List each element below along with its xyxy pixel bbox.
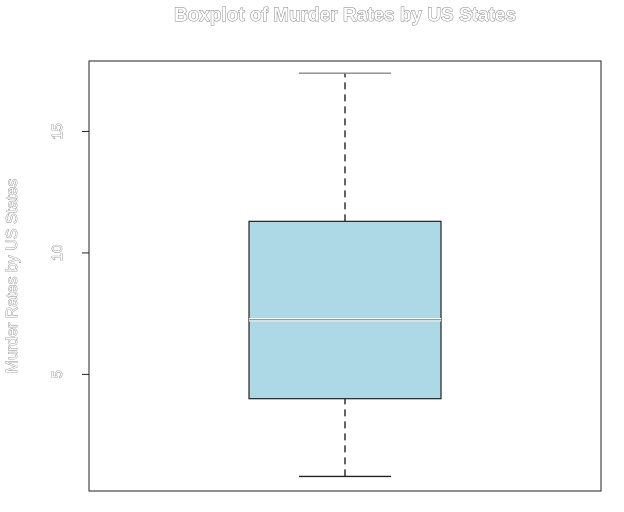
iqr-box: [248, 220, 442, 400]
y-tick-label: 10: [49, 245, 66, 262]
y-axis: 5 10 15: [49, 123, 89, 379]
y-axis-label: Murder Rates by US States: [4, 179, 21, 374]
box-group: [248, 72, 442, 478]
y-tick-label: 15: [49, 123, 66, 140]
y-tick-label: 5: [49, 370, 66, 378]
chart-title: Boxplot of Murder Rates by US States: [174, 5, 516, 26]
plot-frame: [88, 60, 602, 492]
